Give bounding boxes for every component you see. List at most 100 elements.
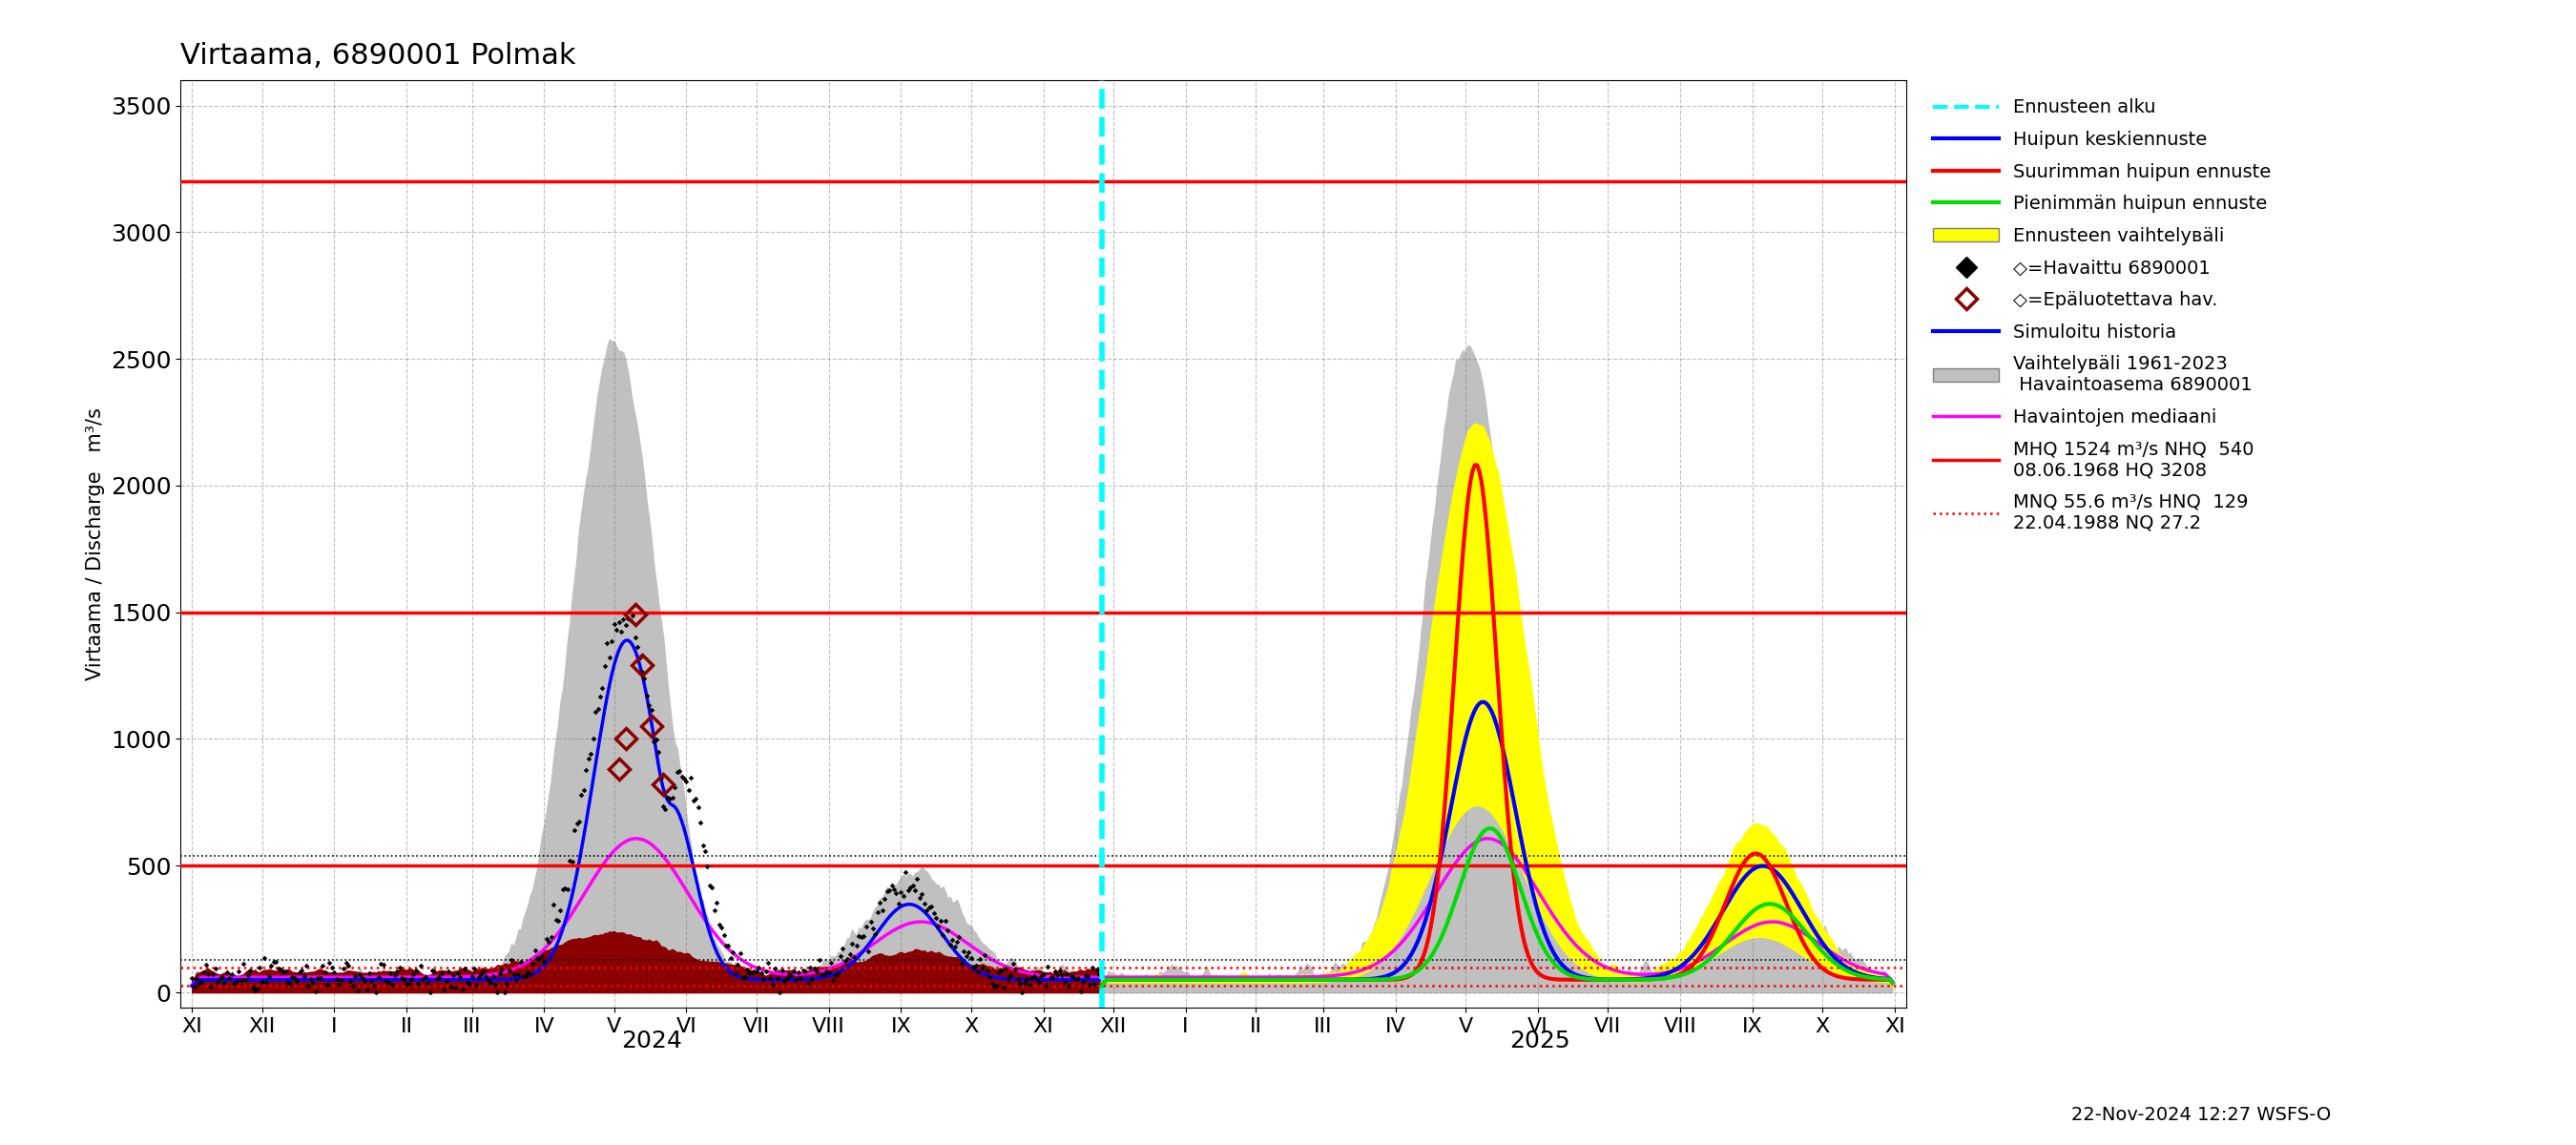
Point (876, 884, 917, 902)
Point (1072, 958, 1113, 977)
Point (495, 970, 536, 988)
Point (245, 948, 286, 966)
Point (750, 969, 791, 987)
Point (1048, 977, 1090, 995)
Point (304, 963, 345, 981)
Point (227, 966, 268, 985)
Point (981, 962, 1023, 980)
Point (974, 978, 1015, 996)
Point (677, 798, 719, 816)
Point (505, 968, 546, 986)
Point (260, 961, 301, 979)
Point (582, 679, 623, 697)
Point (762, 962, 804, 980)
Point (353, 977, 394, 995)
Point (376, 962, 417, 980)
Point (961, 949, 1002, 968)
Point (1074, 974, 1115, 993)
Point (1066, 966, 1108, 985)
Point (291, 970, 332, 988)
Point (242, 972, 283, 990)
Point (180, 972, 222, 990)
Point (438, 964, 479, 982)
Point (943, 942, 984, 961)
Point (247, 966, 289, 985)
Point (536, 911, 577, 930)
Point (433, 965, 474, 984)
Point (216, 971, 258, 989)
Point (1077, 961, 1118, 979)
Point (690, 876, 732, 894)
Point (920, 911, 961, 930)
Point (933, 931, 974, 949)
Point (837, 935, 878, 954)
Point (1056, 970, 1097, 988)
Point (855, 924, 896, 942)
Point (760, 984, 801, 1002)
Point (541, 901, 582, 919)
Point (178, 974, 219, 993)
Point (948, 943, 989, 962)
Point (173, 978, 214, 996)
Point (979, 963, 1020, 981)
Point (417, 970, 459, 988)
Point (600, 622, 641, 640)
Point (392, 970, 433, 988)
Point (459, 968, 500, 986)
Point (711, 949, 752, 968)
Point (683, 836, 724, 854)
Point (234, 981, 276, 1000)
Point (734, 963, 775, 981)
Point (912, 898, 953, 916)
Point (755, 960, 796, 978)
Point (268, 972, 309, 990)
Point (469, 971, 510, 989)
Point (793, 960, 835, 978)
Point (502, 968, 544, 986)
Point (757, 969, 799, 987)
Point (914, 909, 956, 927)
Point (739, 958, 781, 977)
Point (554, 821, 595, 839)
Point (193, 964, 234, 982)
Point (446, 973, 487, 992)
Point (492, 950, 533, 969)
Point (922, 925, 963, 943)
Point (209, 969, 250, 987)
Point (889, 878, 930, 897)
Text: 2024: 2024 (621, 1029, 683, 1052)
Point (518, 950, 559, 969)
Point (742, 970, 783, 988)
Point (307, 976, 348, 994)
Point (598, 613, 639, 631)
Point (662, 767, 703, 785)
Point (1015, 970, 1056, 988)
Point (340, 965, 381, 984)
Point (1038, 961, 1079, 979)
Point (1051, 968, 1092, 986)
Point (222, 971, 263, 989)
Point (232, 979, 273, 997)
Point (781, 969, 822, 987)
Point (796, 962, 837, 980)
Point (768, 965, 809, 984)
Point (616, 629, 657, 647)
Point (1025, 977, 1066, 995)
Point (363, 955, 404, 973)
Point (592, 632, 634, 650)
Point (185, 955, 227, 973)
Point (309, 954, 350, 972)
Point (814, 971, 855, 989)
Point (229, 961, 270, 979)
Point (1079, 965, 1121, 984)
Point (984, 978, 1025, 996)
Point (263, 964, 304, 982)
Point (675, 789, 716, 807)
Point (348, 964, 389, 982)
Point (538, 911, 580, 930)
Point (706, 937, 747, 955)
Point (428, 962, 469, 980)
Point (188, 965, 229, 984)
Point (886, 881, 927, 899)
Point (487, 974, 528, 993)
